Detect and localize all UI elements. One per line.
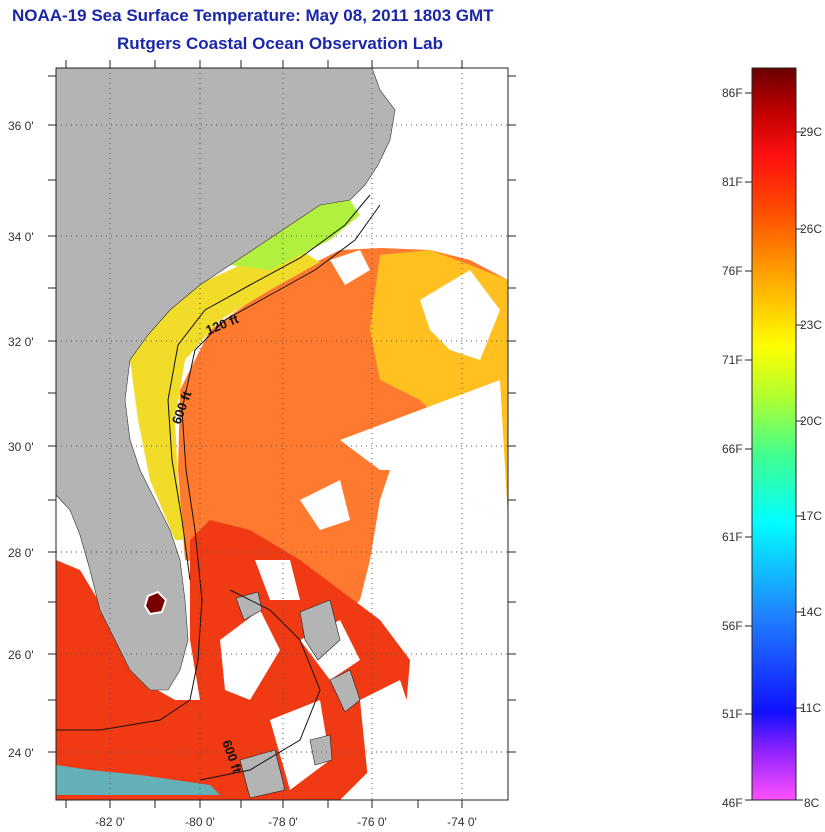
colorbar-label-f: 61F	[722, 530, 743, 544]
map-title: NOAA-19 Sea Surface Temperature: May 08,…	[12, 6, 494, 25]
colorbar	[751, 67, 797, 801]
ocean-sst-cold-strip	[56, 765, 220, 795]
map-border	[55, 67, 509, 801]
colorbar-label-f: 66F	[722, 442, 743, 456]
colorbar-label-f: 71F	[722, 353, 743, 367]
lat-label: 30 0'	[8, 440, 34, 454]
colorbar-label-c: 29C	[800, 125, 823, 139]
ocean-sst-shelf-green	[230, 200, 360, 270]
contour-120ft	[167, 194, 371, 581]
lat-label: 26 0'	[8, 648, 34, 662]
lat-label: 32 0'	[8, 335, 34, 349]
colorbar-label-f: 86F	[722, 86, 743, 100]
lat-label: 24 0'	[8, 746, 34, 760]
colorbar-label-f: 56F	[722, 619, 743, 633]
colorbar-label-c: 23C	[800, 318, 823, 332]
colorbar-label-f: 51F	[722, 707, 743, 721]
colorbar-ticks	[745, 92, 803, 801]
colorbar-label-f: 76F	[722, 264, 743, 278]
bahamas-islands	[235, 591, 361, 799]
colorbar-label-f: 81F	[722, 175, 743, 189]
lake-okeechobee	[143, 590, 168, 616]
lon-label: -78 0'	[268, 815, 298, 829]
cloud-mask	[220, 250, 508, 800]
land-us-southeast	[56, 68, 396, 691]
colorbar-label-c: 20C	[800, 414, 823, 428]
axis-ticks	[48, 60, 516, 808]
colorbar-label-c: 8C	[804, 796, 820, 810]
lon-label: -80 0'	[185, 815, 215, 829]
colorbar-label-c: 26C	[800, 222, 823, 236]
graticule	[56, 68, 508, 800]
ocean-sst-shelf-yellow	[130, 250, 320, 540]
colorbar-label-f: 46F	[722, 796, 743, 810]
contour-600ft	[56, 204, 381, 731]
colorbar-label-c: 11C	[800, 701, 822, 715]
lat-label: 34 0'	[8, 230, 34, 244]
contour-600ft-south	[199, 589, 321, 781]
colorbar-label-c: 17C	[800, 509, 823, 523]
map-subtitle: Rutgers Coastal Ocean Observation Lab	[117, 34, 443, 53]
lat-label: 28 0'	[8, 546, 34, 560]
lon-label: -82 0'	[95, 815, 125, 829]
colorbar-label-c: 14C	[800, 605, 823, 619]
lat-label: 36 0'	[8, 119, 34, 133]
lon-label: -76 0'	[357, 815, 387, 829]
lon-label: -74 0'	[447, 815, 477, 829]
